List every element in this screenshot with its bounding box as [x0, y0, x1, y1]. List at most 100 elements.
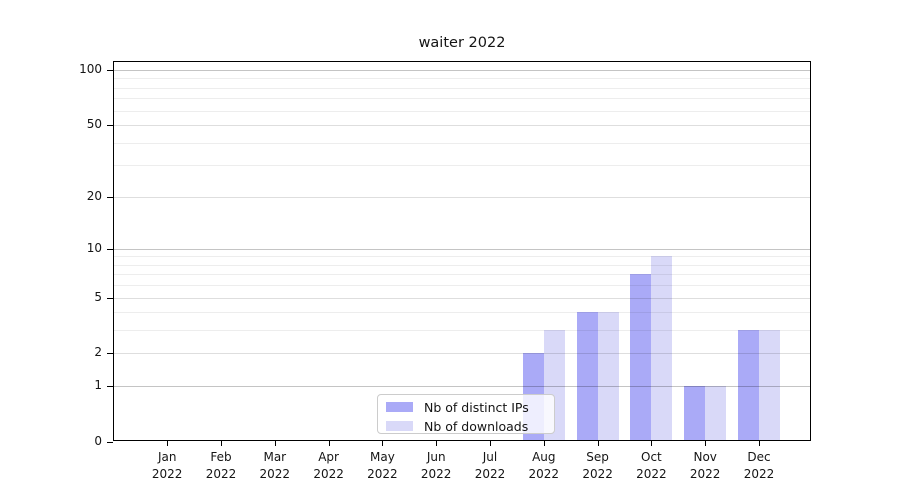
- x-tick-label-aug-2022: Aug 2022: [512, 449, 576, 482]
- gridline-60: [114, 110, 810, 112]
- x-label-month: Nov: [693, 450, 717, 464]
- x-label-year: 2022: [582, 466, 613, 481]
- x-tick-label-nov-2022: Nov 2022: [673, 449, 737, 482]
- y-tick-5: [107, 298, 113, 299]
- gridline-8: [114, 264, 810, 266]
- y-tick-100: [107, 70, 113, 71]
- bar-distinct-ips-sep-2022: [576, 312, 598, 440]
- x-tick-label-apr-2022: Apr 2022: [297, 449, 361, 482]
- gridline-9: [114, 256, 810, 258]
- gridline-3: [114, 330, 810, 332]
- gridline-100: [114, 70, 810, 72]
- x-tick-label-may-2022: May 2022: [350, 449, 414, 482]
- x-label-month: Oct: [641, 450, 662, 464]
- x-tick-may-2022: [382, 441, 384, 446]
- x-label-month: Mar: [263, 450, 287, 464]
- x-label-year: 2022: [205, 466, 237, 481]
- y-tick-label-5: 5: [94, 289, 102, 304]
- gridline-90: [114, 78, 810, 80]
- x-label-year: 2022: [689, 466, 721, 481]
- x-label-year: 2022: [420, 466, 452, 481]
- x-tick-nov-2022: [705, 441, 707, 446]
- gridline-4: [114, 312, 810, 314]
- chart-title: waiter 2022: [418, 35, 506, 51]
- x-tick-label-mar-2022: Mar 2022: [243, 449, 307, 482]
- gridline-20: [114, 196, 810, 198]
- x-tick-label-jul-2022: Jul 2022: [458, 449, 522, 482]
- legend-swatch-downloads-icon: [386, 421, 413, 431]
- gridline-2: [114, 353, 810, 355]
- y-tick-label-100: 100: [79, 62, 102, 77]
- x-label-year: 2022: [151, 466, 183, 481]
- bar-distinct-ips-nov-2022: [684, 386, 706, 440]
- bar-downloads-dec-2022: [759, 330, 780, 440]
- y-tick-label-50: 50: [86, 117, 102, 132]
- x-tick-label-feb-2022: Feb 2022: [189, 449, 253, 482]
- gridline-6: [114, 285, 810, 287]
- y-tick-1: [107, 386, 113, 387]
- x-label-month: Jan: [157, 450, 177, 464]
- x-label-month: May: [369, 450, 395, 464]
- x-label-year: 2022: [313, 466, 344, 481]
- x-tick-apr-2022: [328, 441, 330, 446]
- x-label-year: 2022: [367, 466, 398, 481]
- gridline-50: [114, 125, 810, 127]
- bars-layer: [114, 62, 810, 440]
- x-label-month: Dec: [747, 450, 771, 464]
- x-tick-oct-2022: [651, 441, 653, 446]
- gridlines-layer: [114, 62, 810, 440]
- legend-label-downloads: Nb of downloads: [424, 418, 529, 434]
- x-tick-jul-2022: [490, 441, 491, 446]
- y-tick-label-1: 1: [94, 378, 102, 393]
- y-tick-label-0: 0: [94, 434, 102, 448]
- x-tick-feb-2022: [221, 441, 222, 446]
- x-tick-label-sep-2022: Sep 2022: [566, 449, 630, 482]
- x-tick-dec-2022: [759, 441, 760, 446]
- y-tick-label-20: 20: [86, 188, 102, 203]
- y-tick-label-10: 10: [86, 240, 102, 255]
- bar-downloads-sep-2022: [597, 312, 619, 440]
- x-label-month: Jul: [482, 450, 498, 464]
- x-tick-mar-2022: [274, 441, 276, 446]
- gridline-5: [114, 297, 810, 299]
- bar-distinct-ips-dec-2022: [738, 330, 759, 440]
- gridline-1: [114, 386, 810, 388]
- x-label-month: Aug: [532, 450, 556, 464]
- y-tick-20: [107, 197, 113, 198]
- gridline-80: [114, 87, 810, 89]
- gridline-30: [114, 165, 810, 167]
- x-label-year: 2022: [743, 466, 775, 481]
- bar-downloads-nov-2022: [705, 386, 727, 440]
- legend-item-downloads: Nb of downloads: [386, 418, 554, 434]
- x-tick-aug-2022: [543, 441, 545, 446]
- legend-swatch-distinct-ips-icon: [386, 402, 413, 412]
- x-label-year: 2022: [474, 466, 506, 481]
- gridline-70: [114, 98, 810, 100]
- x-tick-sep-2022: [597, 441, 599, 446]
- legend: Nb of distinct IPs Nb of downloads: [377, 394, 555, 434]
- x-tick-label-oct-2022: Oct 2022: [619, 449, 683, 482]
- bar-distinct-ips-oct-2022: [630, 274, 652, 440]
- x-label-year: 2022: [636, 466, 667, 481]
- gridline-10: [114, 248, 810, 250]
- y-tick-0: [107, 442, 113, 443]
- x-label-month: Sep: [586, 450, 609, 464]
- x-label-month: Jun: [426, 450, 446, 464]
- legend-label-distinct-ips: Nb of distinct IPs: [424, 399, 529, 415]
- x-label-year: 2022: [528, 466, 560, 481]
- legend-item-distinct-ips: Nb of distinct IPs: [386, 399, 554, 415]
- gridline-7: [114, 274, 810, 276]
- x-tick-label-jan-2022: Jan 2022: [135, 449, 199, 482]
- plot-area: Nb of distinct IPs Nb of downloads: [113, 61, 811, 441]
- x-label-year: 2022: [259, 466, 291, 481]
- bar-downloads-oct-2022: [651, 256, 673, 440]
- y-tick-label-2: 2: [94, 345, 102, 360]
- x-tick-label-jun-2022: Jun 2022: [404, 449, 468, 482]
- x-tick-jan-2022: [167, 441, 169, 446]
- y-tick-2: [107, 353, 113, 354]
- y-tick-10: [107, 249, 113, 250]
- x-tick-label-dec-2022: Dec 2022: [727, 449, 791, 482]
- x-tick-jun-2022: [436, 441, 438, 446]
- gridline-40: [114, 142, 810, 144]
